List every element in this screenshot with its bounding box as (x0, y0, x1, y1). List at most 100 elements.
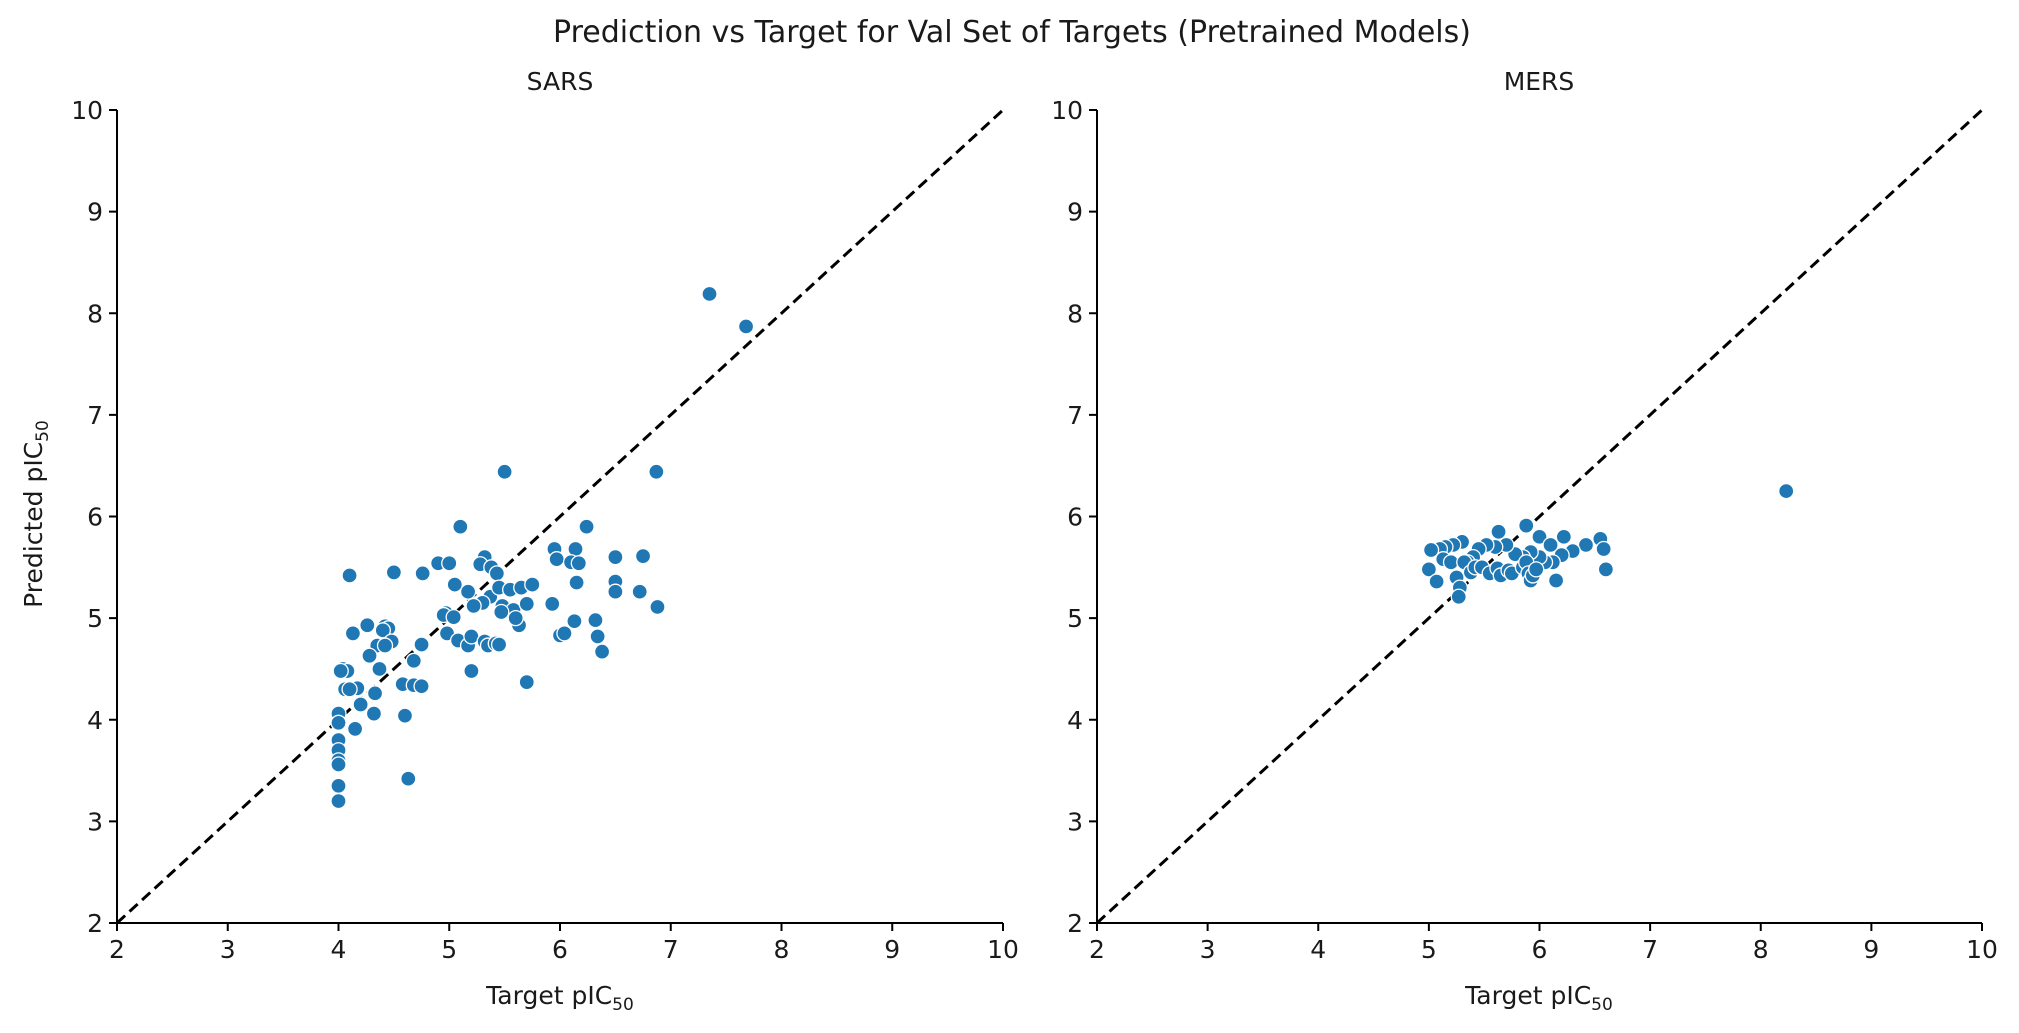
mers-y-tick-label: 2 (1067, 909, 1083, 938)
mers-data-point (1450, 588, 1467, 605)
sars-x-tick-label: 7 (663, 935, 679, 964)
sars-x-tick-label: 10 (987, 935, 1019, 964)
sars-data-point (490, 636, 508, 653)
sars-x-tick-label: 8 (774, 935, 790, 964)
sars-data-point (359, 617, 376, 634)
sars-x-tick-label: 6 (552, 935, 568, 964)
sars-data-point (459, 583, 477, 600)
mers-data-point (1577, 536, 1595, 554)
mers-data-point (1555, 528, 1572, 545)
sars-data-point (649, 598, 666, 616)
sars-y-axis-label: Predicted pIC50 (19, 420, 53, 608)
sars-data-point (578, 518, 595, 535)
mers-x-tick-label: 5 (1421, 935, 1437, 964)
sars-data-point (463, 662, 480, 680)
sars-x-axis-label: Target pIC50 (485, 981, 634, 1015)
sars-data-point (570, 555, 587, 572)
sars-data-point (452, 518, 469, 535)
mers-y-tick-label: 10 (1051, 96, 1083, 125)
sars-data-point (568, 574, 585, 591)
sars-data-point (376, 637, 394, 654)
sars-x-tick-label: 2 (109, 935, 125, 964)
sars-data-point (507, 609, 524, 627)
sars-x-tick-label: 9 (884, 935, 900, 964)
sars-panel: SARS 2 3 4 5 6 7 8 9 10 2 3 4 5 6 7 8 9 10 Target pIC50 P… (19, 67, 1019, 1015)
sars-data-point (361, 647, 378, 664)
sars-data-point (544, 595, 561, 613)
sars-data-point (446, 576, 463, 593)
sars-data-point (566, 613, 583, 630)
mers-x-tick-label: 9 (1863, 935, 1879, 964)
mers-x-tick-label: 10 (1966, 935, 1998, 964)
mers-data-point (1518, 517, 1535, 534)
sars-data-point (330, 756, 347, 773)
sars-data-point (365, 705, 383, 722)
sars-data-point (371, 660, 388, 678)
mers-y-tick-label: 9 (1067, 198, 1083, 227)
mers-points (1420, 482, 1795, 605)
mers-x-axis-label: Target pIC50 (1464, 981, 1613, 1015)
sars-y-tick-label: 10 (71, 96, 103, 125)
sars-data-point (445, 608, 462, 626)
mers-data-point (1528, 561, 1545, 578)
mers-data-point (1490, 523, 1507, 540)
sars-x-tick-label: 4 (331, 935, 347, 964)
sars-data-point (518, 595, 535, 613)
sars-data-point (496, 463, 513, 480)
sars-data-point (488, 565, 506, 582)
sars-data-point (441, 555, 458, 572)
mers-x-tick-label: 8 (1753, 935, 1769, 964)
sars-data-point (352, 696, 369, 713)
sars-data-point (413, 678, 430, 695)
sars-data-point (346, 720, 364, 738)
sars-data-point (414, 565, 431, 582)
sars-y-tick-label: 9 (87, 198, 103, 227)
mers-data-point (1420, 561, 1438, 578)
sars-data-point (587, 612, 604, 629)
sars-data-point (330, 714, 347, 731)
mers-x-tick-label: 7 (1642, 935, 1658, 964)
sars-data-point (396, 707, 414, 724)
sars-data-point (648, 463, 665, 480)
mers-data-point (1531, 528, 1548, 545)
sars-y-tick-label: 3 (87, 807, 103, 836)
mers-data-point (1428, 573, 1445, 590)
sars-data-point (589, 628, 606, 645)
mers-x-tick-label: 6 (1532, 935, 1548, 964)
mers-y-tick-label: 4 (1067, 706, 1083, 735)
sars-data-point (556, 625, 573, 642)
sars-data-point (341, 681, 358, 698)
sars-data-point (737, 318, 755, 335)
mers-identity-line (1095, 108, 1984, 925)
sars-data-point (413, 636, 430, 653)
sars-data-point (634, 547, 652, 565)
sars-data-point (400, 770, 417, 787)
sars-y-tick-label: 7 (87, 401, 103, 430)
sars-data-point (330, 777, 347, 794)
sars-data-point (518, 673, 535, 691)
figure-title: Prediction vs Target for Val Set of Targ… (553, 15, 1471, 50)
mers-x-tick-label: 2 (1089, 935, 1105, 964)
sars-y-tick-label: 6 (87, 503, 103, 532)
sars-data-point (344, 625, 362, 642)
sars-data-point (631, 583, 648, 600)
mers-data-point (1542, 536, 1559, 554)
mers-y-tick-label: 7 (1067, 401, 1083, 430)
mers-y-tick-label: 5 (1067, 604, 1083, 633)
mers-data-point (1778, 482, 1795, 500)
sars-x-tick-label: 5 (441, 935, 457, 964)
sars-data-point (493, 603, 510, 621)
sars-y-tick-label: 5 (87, 604, 103, 633)
mers-data-point (1595, 540, 1612, 558)
mers-subplot-title: MERS (1504, 67, 1575, 96)
mers-y-tick-label: 8 (1067, 299, 1083, 328)
sars-y-tick-label: 2 (87, 909, 103, 938)
sars-data-point (366, 685, 384, 702)
mers-x-tick-label: 3 (1200, 935, 1216, 964)
sars-data-point (524, 576, 541, 593)
sars-data-point (701, 285, 718, 303)
sars-data-point (330, 792, 347, 810)
sars-data-point (548, 551, 565, 568)
mers-data-point (1597, 561, 1615, 578)
